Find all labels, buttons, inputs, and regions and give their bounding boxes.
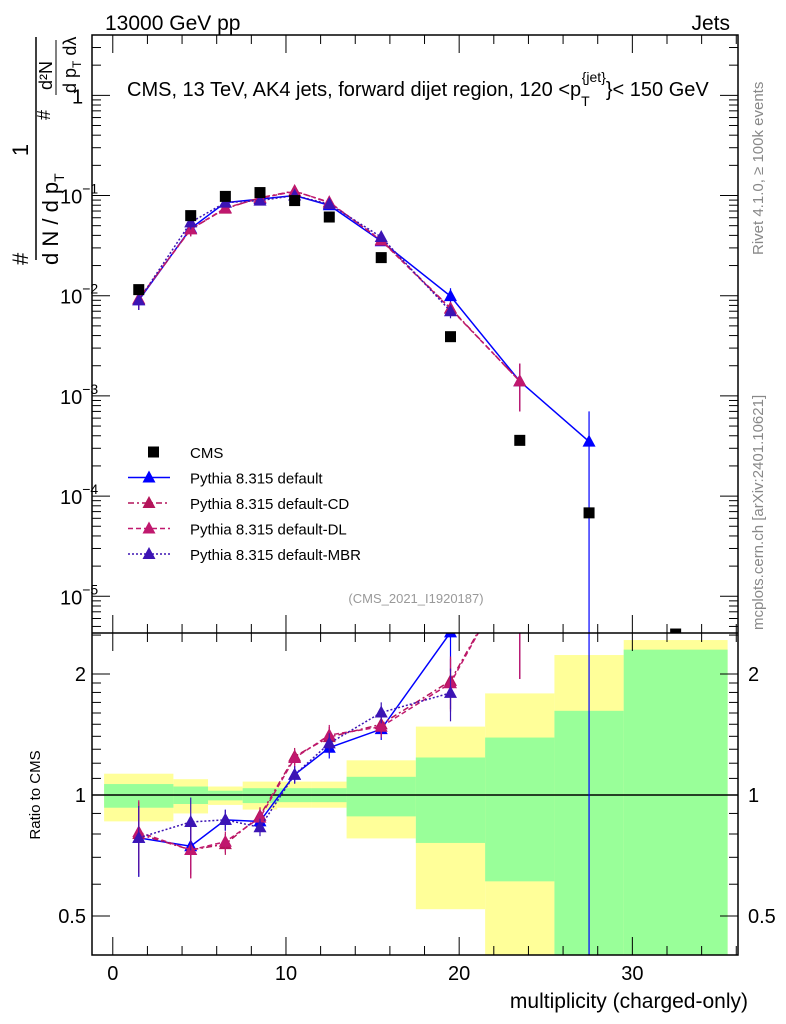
ratio-tick-label: 2	[75, 664, 86, 686]
y-tick-label: 10−2	[60, 281, 98, 309]
header-right: Jets	[691, 12, 730, 35]
y-tick-label: 10−5	[60, 581, 98, 609]
cms-data-point	[583, 507, 595, 519]
header-left: 13000 GeV pp	[105, 12, 240, 35]
y-tick-label: 1	[72, 86, 83, 108]
x-tick-label: 0	[107, 963, 118, 985]
series-pythia-8-315-default-dl-ratio-point	[288, 751, 302, 764]
ratio-tick-label: 1	[748, 785, 759, 807]
legend-marker	[142, 547, 156, 559]
series-pythia-8-315-default-dl-ratio-point	[513, 551, 526, 563]
rivet-label: Rivet 4.1.0, ≥ 100k events	[750, 82, 767, 255]
cms-data-point	[323, 211, 335, 223]
chart-title: CMS, 13 TeV, AK4 jets, forward dijet reg…	[127, 69, 709, 109]
x-tick-label: 10	[275, 963, 297, 985]
cms-data-point	[514, 434, 526, 446]
series-pythia-8-315-default-dl-ratio-point	[218, 834, 232, 847]
series-pythia-8-315-default-line	[138, 194, 590, 443]
series-pythia-8-315-default-mbr-point	[322, 197, 336, 210]
ratio-tick-label: 1	[75, 785, 86, 807]
series-pythia-8-315-default-ratio-point	[444, 633, 458, 638]
y-axis-label: 1 d N / d pT # # d²N d pT dλ	[8, 37, 84, 265]
legend-label: Pythia 8.315 default	[190, 471, 323, 488]
svg-text:d pT dλ: d pT dλ	[60, 37, 84, 93]
series-pythia-8-315-default-mbr-ratio-point	[444, 685, 458, 698]
series-pythia-8-315-default-mbr-point	[184, 215, 198, 228]
plot-frame	[91, 34, 739, 956]
series-pythia-8-315-default-mbr-ratio-point	[374, 705, 388, 718]
cms-data-point	[670, 628, 682, 633]
series-pythia-8-315-default-point	[444, 289, 458, 302]
x-tick-label: 20	[448, 963, 470, 985]
svg-text:#: #	[8, 252, 33, 265]
y-tick-label: 10−1	[60, 181, 98, 209]
y-tick-label: 10−4	[60, 481, 98, 509]
series-pythia-8-315-default-cd-ratio-line	[138, 633, 479, 851]
ratio-tick-label: 0.5	[58, 906, 86, 928]
series-pythia-8-315-default-mbr-point	[132, 293, 146, 306]
series-pythia-8-315-default-mbr-ratio-point	[218, 812, 232, 825]
x-axis-label: multiplicity (charged-only)	[510, 990, 748, 1013]
cms-data-point	[375, 252, 387, 264]
legend: CMS Pythia 8.315 default Pythia 8.315 defa…	[128, 445, 361, 564]
cms-data-point	[219, 190, 231, 202]
series-pythia-8-315-default-mbr-ratio-point	[132, 830, 146, 843]
cms-data-point	[254, 187, 266, 199]
series-pythia-8-315-default-point	[582, 434, 596, 447]
watermark: (CMS_2021_I1920187)	[348, 591, 483, 606]
cms-data-point	[289, 195, 301, 207]
uncertainty-band-green	[485, 737, 555, 882]
main-panel	[132, 183, 682, 633]
series-pythia-8-315-default-dl-ratio-point	[253, 810, 267, 823]
series-pythia-8-315-default-cd-ratio-point	[513, 551, 526, 563]
legend-label: Pythia 8.315 default-MBR	[190, 547, 361, 564]
series-pythia-8-315-default-mbr-ratio-point	[253, 820, 267, 833]
legend-marker	[142, 521, 156, 534]
cms-data-point	[185, 210, 197, 222]
y-tick-label: 10−3	[60, 381, 98, 409]
svg-text:1: 1	[8, 144, 33, 156]
series-pythia-8-315-default-dl-point	[513, 374, 527, 387]
x-tick-label: 30	[621, 963, 643, 985]
uncertainty-band-green	[104, 784, 174, 808]
legend-marker-cms	[148, 446, 159, 458]
series-pythia-8-315-default-ratio-point	[513, 551, 526, 563]
series-pythia-8-315-default-mbr-ratio-point	[184, 814, 198, 827]
ratio-tick-label: 0.5	[748, 906, 776, 928]
series-pythia-8-315-default-mbr-ratio-point	[288, 767, 302, 780]
legend-label: Pythia 8.315 default-DL	[190, 522, 347, 539]
legend-label: Pythia 8.315 default-CD	[190, 496, 349, 513]
legend-marker	[142, 496, 156, 508]
svg-text:d²N: d²N	[36, 61, 56, 90]
legend-marker	[142, 470, 156, 483]
series-pythia-8-315-default-ratio-line	[138, 633, 452, 847]
series-pythia-8-315-default-mbr-point	[444, 304, 458, 317]
uncertainty-band-green	[623, 649, 728, 955]
series-pythia-8-315-default-dl-ratio-point	[374, 719, 388, 732]
ratio-tick-label: 2	[748, 664, 759, 686]
ratio-y-label: Ratio to CMS	[27, 750, 44, 839]
series-pythia-8-315-default-mbr-ratio-line	[138, 692, 451, 839]
svg-text:#: #	[34, 110, 54, 120]
series-pythia-8-315-default-mbr-point	[253, 193, 267, 206]
svg-text:d N / d pT: d N / d pT	[38, 173, 67, 265]
ratio-panel	[132, 551, 590, 955]
series-pythia-8-315-default-mbr-line	[138, 194, 452, 312]
series-pythia-8-315-default-mbr-ratio-point	[322, 736, 336, 749]
series-pythia-8-315-default-mbr-point	[374, 230, 388, 243]
legend-label: CMS	[190, 445, 223, 462]
uncertainty-band-green	[346, 776, 416, 817]
uncertainty-band-green	[415, 757, 486, 843]
mcplots-label: mcplots.cern.ch [arXiv:2401.10621]	[750, 395, 767, 630]
series-pythia-8-315-default-dl-line	[138, 190, 521, 382]
cms-data-point	[133, 284, 145, 296]
cms-data-point	[445, 331, 457, 343]
